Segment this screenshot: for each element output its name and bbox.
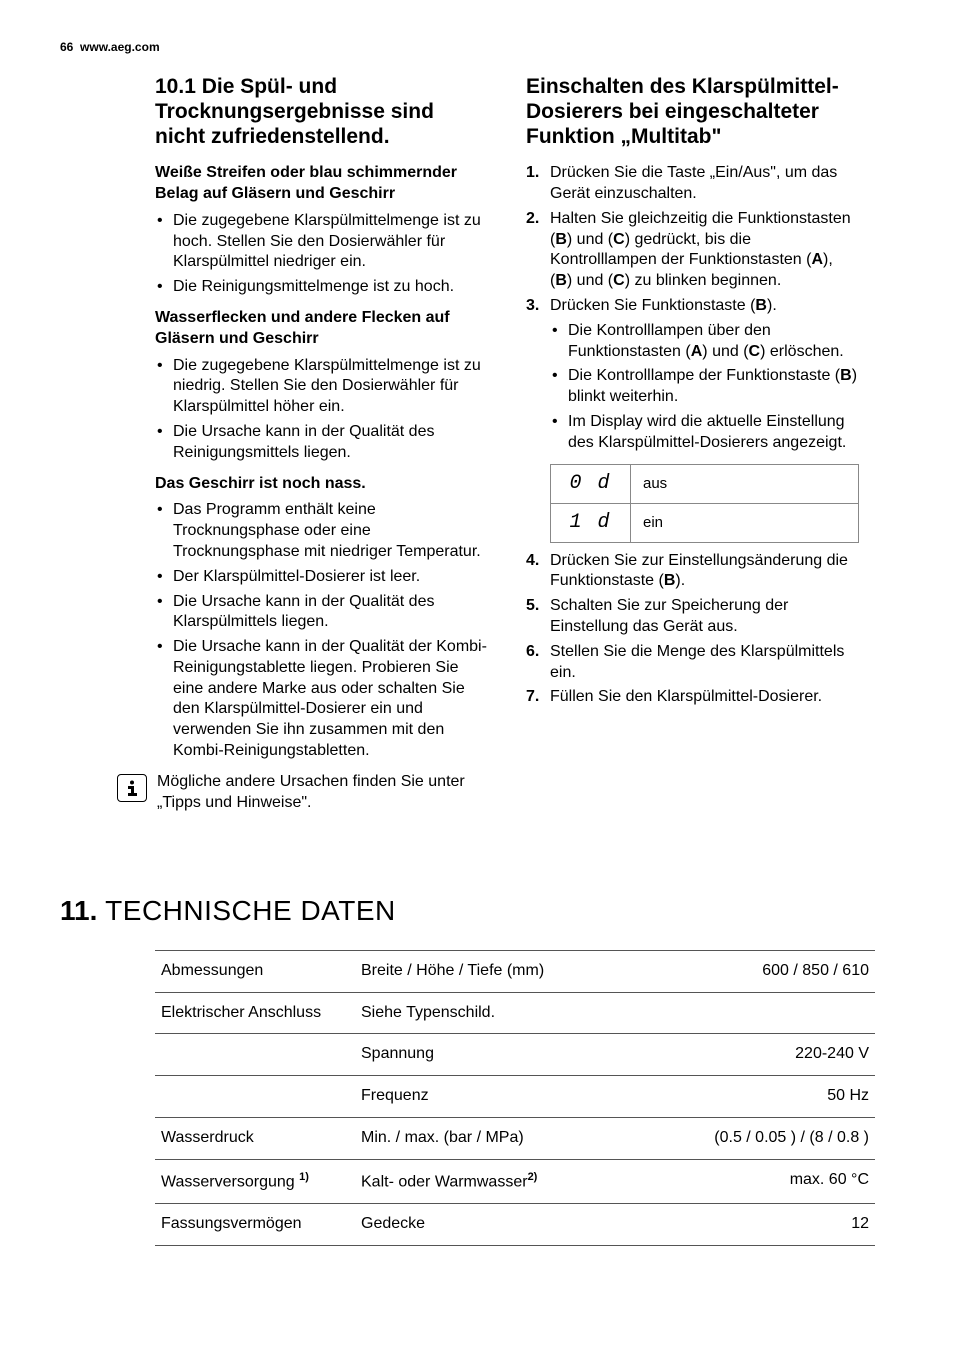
heading-number: 10.1	[155, 75, 196, 98]
list-item: Die Kontrolllampen über den Funktionstas…	[550, 321, 859, 363]
section-11-heading: 11. TECHNISCHE DATEN	[60, 893, 894, 929]
list-item: Die zugegebene Klarspülmittelmenge ist z…	[155, 211, 488, 273]
table-row: FassungsvermögenGedecke12	[155, 1203, 875, 1245]
spec-param: Gedecke	[355, 1203, 635, 1245]
step-7: Füllen Sie den Klarspülmittel-Dosierer.	[526, 687, 859, 708]
display-label: ein	[631, 503, 859, 542]
block3-list: Das Programm enthält keine Trocknungspha…	[155, 500, 488, 762]
step-2: Halten Sie gleichzeitig die Funktionstas…	[526, 209, 859, 292]
table-row: Wasserversorgung 1)Kalt- oder Warmwasser…	[155, 1159, 875, 1203]
list-item: Der Klarspülmittel-Dosierer ist leer.	[155, 567, 488, 588]
spec-param: Min. / max. (bar / MPa)	[355, 1118, 635, 1160]
spec-value	[635, 992, 875, 1034]
info-note: Mögliche andere Ursachen finden Sie unte…	[117, 772, 488, 814]
table-row: WasserdruckMin. / max. (bar / MPa)(0.5 /…	[155, 1118, 875, 1160]
list-item: Die Ursache kann in der Qualität des Kla…	[155, 592, 488, 634]
step-4: Drücken Sie zur Einstellungsänderung die…	[526, 551, 859, 593]
display-segment: 0 d	[551, 464, 631, 503]
heading-text: Die Spül- und Trocknungsergebnisse sind …	[155, 75, 434, 148]
block1-title: Weiße Streifen oder blau schimmernder Be…	[155, 163, 488, 205]
step-1: Drücken Sie die Taste „Ein/Aus", um das …	[526, 163, 859, 205]
list-item: Im Display wird die aktuelle Einstellung…	[550, 412, 859, 454]
spec-param: Siehe Typenschild.	[355, 992, 635, 1034]
step-5: Schalten Sie zur Speicherung der Einstel…	[526, 596, 859, 638]
step-3-sublist: Die Kontrolllampen über den Funktionstas…	[550, 321, 859, 454]
spec-value: max. 60 °C	[635, 1159, 875, 1203]
block2-list: Die zugegebene Klarspülmittelmenge ist z…	[155, 356, 488, 464]
list-item: Das Programm enthält keine Trocknungspha…	[155, 500, 488, 562]
right-heading: Einschalten des Klarspülmittel-Dosierers…	[526, 74, 859, 150]
spec-param: Spannung	[355, 1034, 635, 1076]
page-number: 66	[60, 40, 73, 54]
block2-title: Wasserflecken und andere Flecken auf Glä…	[155, 308, 488, 350]
list-item: Die Ursache kann in der Qualität der Kom…	[155, 637, 488, 762]
tech-data-table: AbmessungenBreite / Höhe / Tiefe (mm)600…	[155, 950, 875, 1246]
block3-title: Das Geschirr ist noch nass.	[155, 474, 488, 495]
spec-label: Abmessungen	[155, 950, 355, 992]
spec-value: 600 / 850 / 610	[635, 950, 875, 992]
info-text: Mögliche andere Ursachen finden Sie unte…	[157, 772, 488, 814]
table-row: AbmessungenBreite / Höhe / Tiefe (mm)600…	[155, 950, 875, 992]
steps-list: Drücken Sie die Taste „Ein/Aus", um das …	[526, 163, 859, 708]
list-item: Die zugegebene Klarspülmittelmenge ist z…	[155, 356, 488, 418]
section-title-text: TECHNISCHE DATEN	[97, 895, 395, 926]
display-segment: 1 d	[551, 503, 631, 542]
table-row: 0 d aus	[551, 464, 859, 503]
block1-list: Die zugegebene Klarspülmittelmenge ist z…	[155, 211, 488, 298]
spec-value: 220-240 V	[635, 1034, 875, 1076]
display-label: aus	[631, 464, 859, 503]
spec-label: Wasserversorgung 1)	[155, 1159, 355, 1203]
spec-label: Wasserdruck	[155, 1118, 355, 1160]
section-number: 11.	[60, 895, 97, 926]
left-column: 10.1 Die Spül- und Trocknungsergebnisse …	[60, 74, 488, 814]
table-row: Spannung220-240 V	[155, 1034, 875, 1076]
spec-param: Breite / Höhe / Tiefe (mm)	[355, 950, 635, 992]
spec-param: Frequenz	[355, 1076, 635, 1118]
spec-label: Elektrischer Anschluss	[155, 992, 355, 1034]
table-row: Elektrischer AnschlussSiehe Typenschild.	[155, 992, 875, 1034]
header-url: www.aeg.com	[80, 40, 160, 54]
spec-label: Fassungsvermögen	[155, 1203, 355, 1245]
list-item: Die Reinigungsmittelmenge ist zu hoch.	[155, 277, 488, 298]
section-10-1-heading: 10.1 Die Spül- und Trocknungsergebnisse …	[155, 74, 488, 150]
step-3: Drücken Sie Funktionstaste (B). Die Kont…	[526, 296, 859, 543]
table-row: 1 d ein	[551, 503, 859, 542]
step-6: Stellen Sie die Menge des Klarspülmittel…	[526, 642, 859, 684]
spec-value: 50 Hz	[635, 1076, 875, 1118]
page-header: 66 www.aeg.com	[60, 40, 894, 56]
spec-value: 12	[635, 1203, 875, 1245]
spec-label	[155, 1034, 355, 1076]
spec-param: Kalt- oder Warmwasser2)	[355, 1159, 635, 1203]
list-item: Die Kontrolllampe der Funktionstaste (B)…	[550, 366, 859, 408]
spec-label	[155, 1076, 355, 1118]
spec-value: (0.5 / 0.05 ) / (8 / 0.8 )	[635, 1118, 875, 1160]
table-row: Frequenz50 Hz	[155, 1076, 875, 1118]
display-settings-table: 0 d aus 1 d ein	[550, 464, 859, 543]
info-icon	[117, 774, 147, 802]
right-column: Einschalten des Klarspülmittel-Dosierers…	[526, 74, 894, 814]
two-column-layout: 10.1 Die Spül- und Trocknungsergebnisse …	[60, 74, 894, 814]
list-item: Die Ursache kann in der Qualität des Rei…	[155, 422, 488, 464]
